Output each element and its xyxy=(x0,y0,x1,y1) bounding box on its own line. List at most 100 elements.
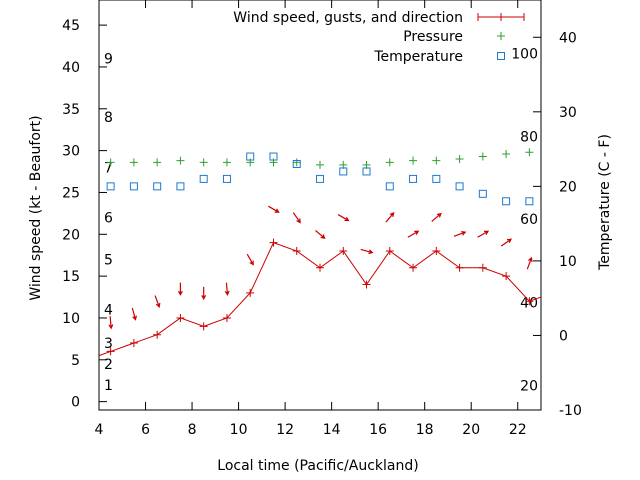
beaufort-label: 9 xyxy=(104,52,113,68)
pressure-point xyxy=(246,158,255,167)
pressure-point xyxy=(106,158,115,167)
temperature-point xyxy=(106,182,115,191)
wind-arrow xyxy=(131,307,137,321)
y-tick-label: 5 xyxy=(71,353,80,369)
y-tick-label: 0 xyxy=(71,395,80,411)
temperature-point xyxy=(222,174,231,183)
x-tick-label: 18 xyxy=(416,422,434,438)
temperature-point xyxy=(432,174,441,183)
fahrenheit-label: 20 xyxy=(520,378,538,394)
y-tick-label: 45 xyxy=(62,18,80,34)
y-tick-label: 15 xyxy=(62,269,80,285)
fahrenheit-label: 80 xyxy=(520,129,538,145)
pressure-point xyxy=(129,158,138,167)
y2-axis-title: Temperature (C - F) xyxy=(597,134,613,271)
wind-point xyxy=(129,339,138,348)
temperature-point xyxy=(478,189,487,198)
wind-point xyxy=(432,247,441,256)
wind-point xyxy=(176,313,185,322)
beaufort-label: 5 xyxy=(104,252,113,268)
x-tick-label: 12 xyxy=(276,422,294,438)
y2-tick-label: -10 xyxy=(559,403,582,419)
x-tick-label: 14 xyxy=(323,422,341,438)
beaufort-label: 3 xyxy=(104,336,113,352)
pressure-point xyxy=(409,156,418,165)
pressure-point xyxy=(292,158,301,167)
x-tick-label: 20 xyxy=(462,422,480,438)
temperature-point xyxy=(455,182,464,191)
series-wind xyxy=(98,238,542,357)
wind-point xyxy=(385,247,394,256)
temperature-point xyxy=(269,152,278,161)
legend-label-wind: Wind speed, gusts, and direction xyxy=(233,10,463,26)
legend-swatch-pressure xyxy=(497,32,505,40)
y2-tick-label: 10 xyxy=(559,254,577,270)
beaufort-label: 7 xyxy=(104,160,113,176)
wind-point xyxy=(455,263,464,272)
wind-line xyxy=(98,242,542,357)
y-tick-label: 40 xyxy=(62,60,80,76)
x-axis-title: Local time (Pacific/Auckland) xyxy=(217,458,418,474)
y-tick-label: 30 xyxy=(62,144,80,160)
wind-arrow xyxy=(500,238,513,247)
y2-tick-label: 40 xyxy=(559,30,577,46)
wind-arrow xyxy=(315,229,326,239)
plot-frame xyxy=(98,0,542,411)
x-tick-label: 16 xyxy=(369,422,387,438)
y-axis-right: -10 0 10 20 30 40 xyxy=(533,30,582,419)
wind-point xyxy=(409,263,418,272)
wind-arrow xyxy=(108,316,114,330)
beaufort-label: 1 xyxy=(104,378,113,394)
temperature-point xyxy=(502,197,511,206)
x-tick-label: 10 xyxy=(230,422,248,438)
legend-swatch-wind xyxy=(477,13,525,21)
wind-arrow xyxy=(224,282,230,296)
temperature-point xyxy=(316,174,324,183)
pressure-point xyxy=(478,152,487,161)
y2-tick-label: 20 xyxy=(559,179,577,195)
temperature-point xyxy=(246,152,255,161)
beaufort-label: 6 xyxy=(104,211,113,227)
temperature-point xyxy=(525,197,534,206)
wind-point xyxy=(199,322,208,331)
fahrenheit-label: 60 xyxy=(520,212,538,228)
x-axis: 4 6 8 10 12 14 16 18 20 22 xyxy=(95,0,527,438)
wind-point xyxy=(153,330,162,339)
y2-tick-label: 0 xyxy=(559,328,568,344)
wind-point xyxy=(292,247,301,256)
pressure-point xyxy=(199,158,208,167)
wind-arrow xyxy=(177,282,183,296)
wind-point xyxy=(525,297,534,306)
wind-point xyxy=(316,263,324,272)
wind-arrow xyxy=(431,212,442,222)
wind-arrow xyxy=(267,205,280,213)
wind-arrow xyxy=(201,286,207,301)
wind-arrow xyxy=(154,295,161,309)
legend-label-temperature: Temperature xyxy=(373,49,463,65)
x-tick-label: 4 xyxy=(95,422,104,438)
wind-point xyxy=(222,313,231,322)
pressure-point xyxy=(316,160,324,169)
pressure-point xyxy=(432,156,441,165)
pressure-point xyxy=(176,156,185,165)
temperature-point xyxy=(129,182,138,191)
x-tick-label: 8 xyxy=(188,422,197,438)
pressure-point xyxy=(502,149,511,158)
x-tick-label: 6 xyxy=(141,422,150,438)
wind-arrow xyxy=(246,253,254,266)
fahrenheit-label: 100 xyxy=(511,47,538,63)
legend-wind-marker xyxy=(477,13,525,21)
wind-arrow xyxy=(385,211,395,223)
y-tick-label: 10 xyxy=(62,311,80,327)
temperature-point xyxy=(409,174,418,183)
y-axis-title: Wind speed (kt - Beaufort) xyxy=(28,115,44,300)
legend-temperature-marker xyxy=(497,52,505,60)
beaufort-label: 8 xyxy=(104,110,113,126)
wind-arrow xyxy=(453,231,467,237)
wind-point xyxy=(502,272,511,281)
wind-point xyxy=(362,280,371,289)
wind-arrow xyxy=(477,230,490,238)
x-tick-label: 22 xyxy=(509,422,527,438)
